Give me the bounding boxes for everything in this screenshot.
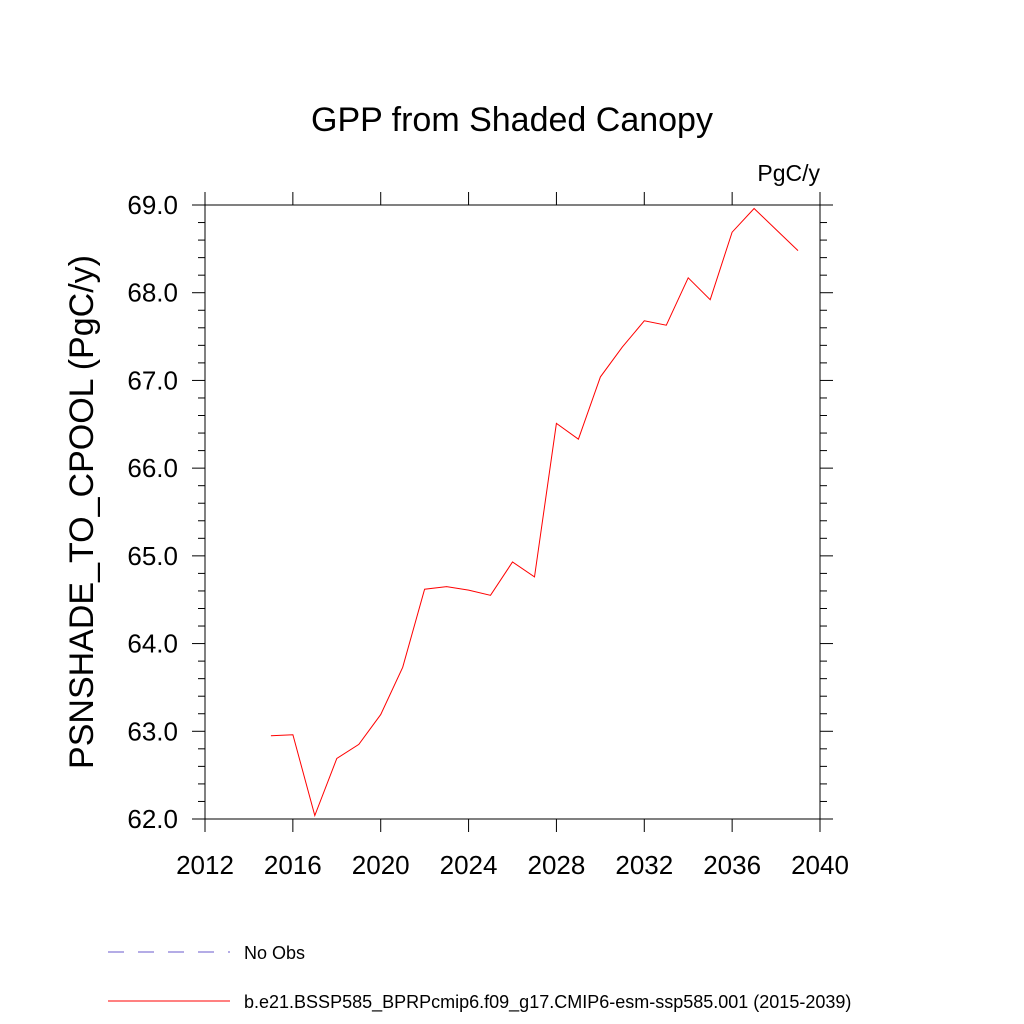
- y-tick-label: 67.0: [127, 365, 178, 395]
- legend-label: No Obs: [244, 943, 305, 963]
- y-tick-label: 65.0: [127, 541, 178, 571]
- y-tick-label: 64.0: [127, 629, 178, 659]
- y-axis-label: PSNSHADE_TO_CPOOL (PgC/y): [63, 255, 101, 769]
- y-tick-label: 68.0: [127, 278, 178, 308]
- series-line: [270, 207, 799, 818]
- x-tick-label: 2036: [703, 850, 761, 880]
- x-tick-label: 2028: [528, 850, 586, 880]
- legend-label: b.e21.BSSP585_BPRPcmip6.f09_g17.CMIP6-es…: [244, 992, 851, 1013]
- y-tick-label: 63.0: [127, 716, 178, 746]
- x-tick-label: 2020: [352, 850, 410, 880]
- y-tick-label: 62.0: [127, 804, 178, 834]
- y-tick-label: 66.0: [127, 453, 178, 483]
- x-tick-label: 2024: [440, 850, 498, 880]
- y-tick-label: 69.0: [127, 190, 178, 220]
- x-tick-label: 2040: [791, 850, 849, 880]
- x-tick-label: 2032: [615, 850, 673, 880]
- x-tick-label: 2012: [176, 850, 234, 880]
- legend: No Obs b.e21.BSSP585_BPRPcmip6.f09_g17.CM…: [108, 943, 851, 1013]
- x-tick-label: 2016: [264, 850, 322, 880]
- plot-area: 2012 2016 2020 2024 2028 2032 2036 2040 62.0 63.0…: [127, 190, 849, 880]
- plot-frame: [204, 204, 821, 820]
- units-label: PgC/y: [757, 160, 820, 186]
- chart-title: GPP from Shaded Canopy: [311, 101, 713, 139]
